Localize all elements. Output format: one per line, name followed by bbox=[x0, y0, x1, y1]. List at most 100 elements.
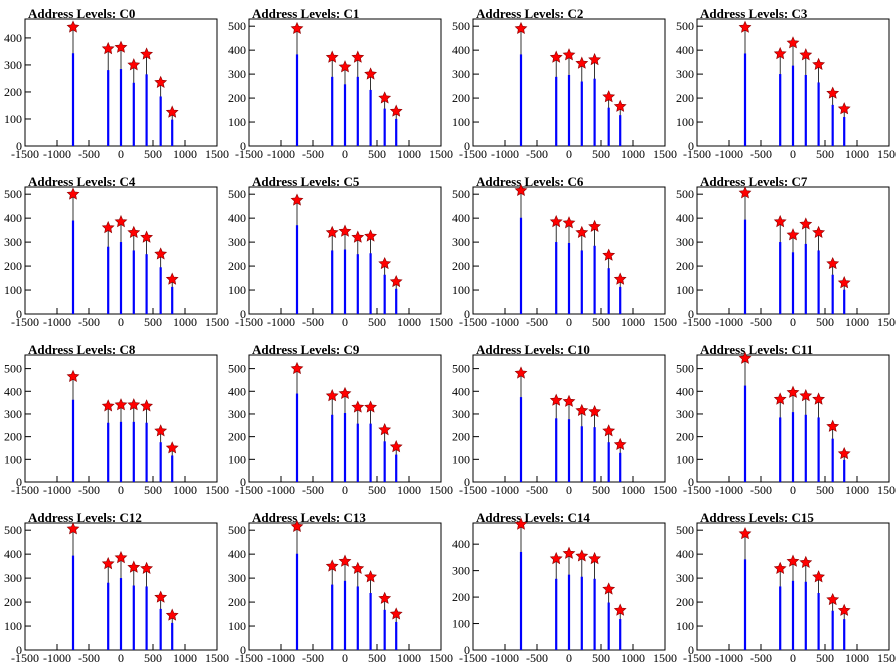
histogram-bar bbox=[395, 118, 398, 146]
peak-marker bbox=[738, 527, 752, 540]
x-tick-label: 1000 bbox=[397, 651, 421, 665]
x-tick-label: -1000 bbox=[491, 147, 519, 161]
peak-marker bbox=[127, 560, 141, 573]
peak-marker bbox=[786, 385, 800, 398]
histogram-bar bbox=[607, 602, 610, 650]
x-tick-label: 0 bbox=[566, 315, 572, 329]
peak-marker bbox=[351, 230, 365, 243]
peak-marker bbox=[575, 225, 589, 239]
peak-marker bbox=[773, 392, 787, 405]
histogram-bar bbox=[171, 455, 174, 482]
y-tick-label: 300 bbox=[4, 407, 22, 421]
x-tick-label: -1500 bbox=[11, 483, 39, 497]
peak-marker bbox=[826, 86, 840, 99]
y-tick-label: 100 bbox=[676, 283, 694, 297]
peak-marker bbox=[325, 389, 339, 402]
peak-marker bbox=[602, 582, 616, 595]
y-tick-label: 200 bbox=[228, 430, 246, 444]
x-tick-label: -1500 bbox=[235, 483, 263, 497]
x-tick-label: -1500 bbox=[459, 315, 487, 329]
peak-marker bbox=[66, 187, 80, 200]
x-tick-label: -500 bbox=[78, 651, 100, 665]
histogram-bar bbox=[395, 288, 398, 314]
y-tick-label: 500 bbox=[4, 523, 22, 537]
y-tick-label: 200 bbox=[4, 259, 22, 273]
peak-marker bbox=[325, 50, 339, 63]
histogram-panel: Address Levels: C81002003004005000-1500-… bbox=[4, 342, 229, 497]
x-tick-label: 1500 bbox=[205, 483, 229, 497]
peak-marker bbox=[101, 556, 115, 570]
y-tick-label: 200 bbox=[676, 91, 694, 105]
histogram-bar bbox=[107, 70, 110, 146]
histogram-bar bbox=[171, 622, 174, 650]
x-tick-label: 1000 bbox=[845, 651, 869, 665]
histogram-bar bbox=[580, 81, 583, 146]
peak-marker bbox=[290, 361, 304, 375]
peak-marker bbox=[575, 403, 589, 416]
x-tick-label: 1500 bbox=[429, 315, 453, 329]
y-tick-label: 400 bbox=[676, 384, 694, 398]
x-tick-label: -1500 bbox=[11, 651, 39, 665]
histogram-panel: Address Levels: C121002003004005000-1500… bbox=[4, 510, 229, 665]
histogram-panel: Address Levels: C61002003004005000-1500-… bbox=[452, 174, 677, 329]
peak-marker bbox=[837, 102, 851, 115]
histogram-bar bbox=[804, 243, 807, 314]
histogram-bar bbox=[132, 82, 135, 146]
y-tick-label: 500 bbox=[676, 187, 694, 201]
histogram-bar bbox=[395, 454, 398, 482]
y-tick-label: 400 bbox=[676, 211, 694, 225]
peak-marker bbox=[514, 183, 528, 196]
y-tick-label: 200 bbox=[676, 259, 694, 273]
x-tick-label: 1000 bbox=[173, 483, 197, 497]
histogram-bar bbox=[567, 242, 571, 314]
histogram-bar bbox=[159, 442, 162, 482]
histogram-bar bbox=[593, 578, 596, 650]
chart-title: Address Levels: C7 bbox=[700, 174, 808, 189]
y-tick-label: 400 bbox=[228, 43, 246, 57]
x-tick-label: 0 bbox=[118, 651, 124, 665]
histogram-panel: Address Levels: C151002003004005000-1500… bbox=[676, 510, 896, 665]
y-tick-label: 100 bbox=[676, 452, 694, 466]
histogram-bar bbox=[831, 274, 834, 314]
histogram-bar bbox=[817, 250, 820, 314]
chart-title: Address Levels: C15 bbox=[700, 510, 814, 525]
x-tick-label: 1500 bbox=[653, 483, 677, 497]
y-tick-label: 500 bbox=[452, 19, 470, 33]
y-tick-label: 500 bbox=[228, 362, 246, 376]
peak-marker bbox=[290, 193, 304, 206]
histogram-bar bbox=[383, 609, 386, 650]
x-tick-label: 0 bbox=[566, 483, 572, 497]
y-tick-label: 0 bbox=[464, 307, 470, 321]
peak-marker bbox=[738, 351, 752, 364]
y-tick-label: 200 bbox=[452, 590, 470, 604]
histogram-bar bbox=[356, 423, 359, 482]
x-tick-label: -1500 bbox=[459, 483, 487, 497]
y-tick-label: 100 bbox=[228, 283, 246, 297]
y-tick-label: 200 bbox=[452, 430, 470, 444]
histogram-bar bbox=[132, 250, 135, 314]
peak-marker bbox=[613, 272, 627, 285]
peak-marker bbox=[786, 36, 800, 49]
histogram-bar bbox=[607, 268, 610, 314]
peak-marker bbox=[114, 550, 128, 564]
y-tick-label: 300 bbox=[4, 235, 22, 249]
x-tick-label: 1500 bbox=[205, 147, 229, 161]
x-tick-label: 1500 bbox=[653, 651, 677, 665]
y-tick-label: 100 bbox=[676, 115, 694, 129]
histogram-bar bbox=[593, 245, 596, 314]
peak-marker bbox=[66, 369, 80, 383]
chart-title: Address Levels: C13 bbox=[252, 510, 366, 525]
x-tick-label: 500 bbox=[368, 315, 386, 329]
y-tick-label: 0 bbox=[240, 307, 246, 321]
peak-marker bbox=[140, 399, 154, 412]
x-tick-label: -1500 bbox=[459, 147, 487, 161]
histogram-bar bbox=[132, 421, 135, 482]
peak-marker bbox=[140, 47, 154, 60]
peak-marker bbox=[165, 608, 179, 621]
x-tick-label: -1000 bbox=[267, 315, 295, 329]
x-tick-label: -1000 bbox=[267, 651, 295, 665]
peak-marker bbox=[290, 21, 304, 34]
histogram-bar bbox=[383, 441, 386, 482]
histogram-bar bbox=[356, 586, 359, 650]
